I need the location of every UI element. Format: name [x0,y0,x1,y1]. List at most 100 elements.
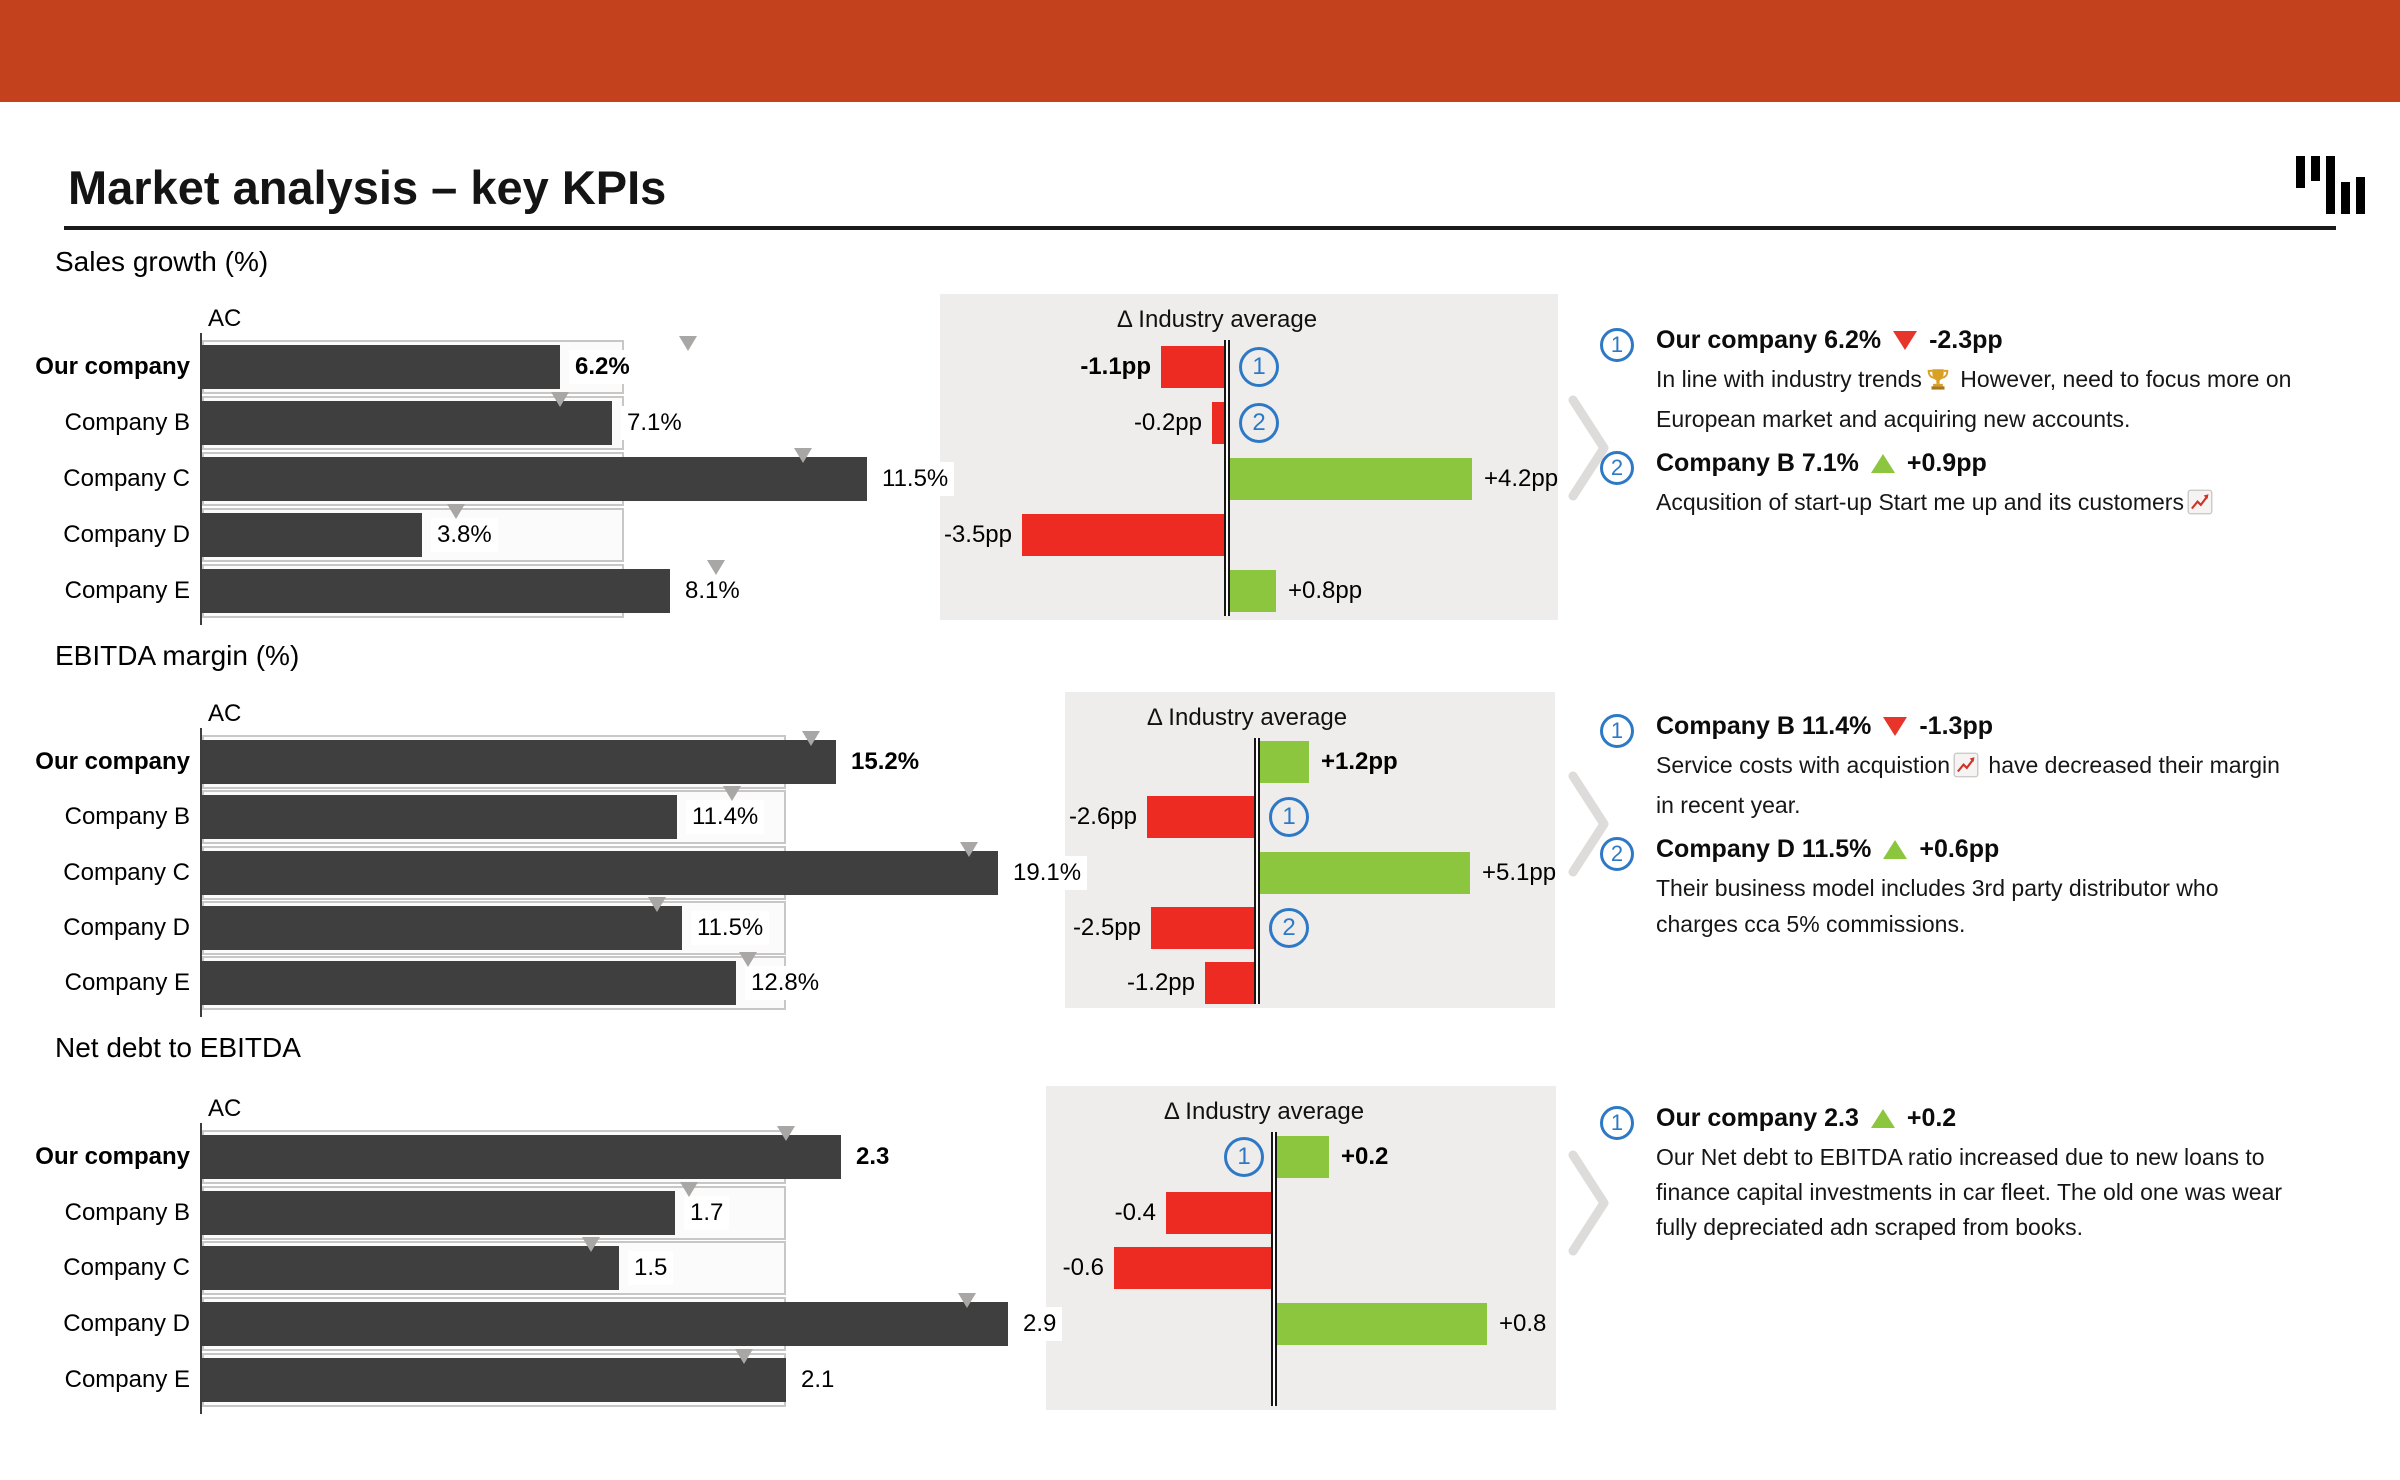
ac-axis-label: AC [208,305,242,332]
section-title-ebitda-margin: EBITDA margin (%) [55,640,300,671]
prior-year-marker [707,560,725,575]
section-title-net-debt: Net debt to EBITDA [55,1032,301,1063]
delta-bar-positive [1277,1303,1487,1345]
callout-number: 1 [1239,347,1279,387]
category-label: Company D [63,914,190,941]
commentary-text: Acqusition of start-up Start me up and i… [1656,489,2184,516]
delta-bar-positive [1230,458,1472,500]
sales-growth-delta-panel: Δ Industry average -1.1pp -0.2pp +4.2pp -3.… [940,294,1558,620]
callout-number: 2 [1239,403,1279,443]
value-label: 2.1 [795,1363,841,1397]
ac-axis-label: AC [208,700,242,727]
category-label: Company D [63,521,190,548]
category-label: Company B [64,1199,190,1226]
value-label: 12.8% [745,966,826,1000]
section-title-sales-growth: Sales growth (%) [55,246,269,277]
category-label: Company D [63,1310,190,1337]
chart-up-icon [1953,752,1979,788]
category-label: Company E [64,969,190,996]
commentary-body: In line with industry trends However, ne… [1656,362,2296,437]
commentary-delta-value: +0.6pp [1919,835,2000,864]
commentary-item: 1 Company B 11.4% -1.3pp Service costs with… [1600,712,2340,823]
value-label: 7.1% [621,406,688,440]
value-label: 8.1% [679,574,746,608]
next-chevron-icon [1568,771,1609,877]
chart-up-icon [2187,489,2213,525]
value-label: 11.5% [691,911,770,945]
commentary-company-value: Company B 7.1% [1656,449,1859,478]
callout-number: 1 [1600,1106,1634,1140]
commentary-body: Service costs with acquistion have decre… [1656,748,2296,823]
commentary-company-value: Our company 6.2% [1656,326,1882,354]
delta-value-label: +0.2 [1341,1143,1389,1170]
prior-year-marker [960,842,978,857]
actual-value-bar [202,740,836,784]
delta-bar-positive [1260,741,1309,783]
prior-year-marker [648,897,666,912]
zero-axis-line [1254,738,1260,1004]
title-rule [64,226,2336,230]
prior-year-marker [739,952,757,967]
commentary-item: 1 Our company 2.3 +0.2 Our Net debt to EBIT… [1600,1104,2340,1246]
logo-bar [2326,156,2335,214]
prior-year-marker [777,1126,795,1141]
commentary-company-value: Our company 2.3 [1656,1104,1859,1132]
prior-year-marker [958,1293,976,1308]
category-label: Company C [63,859,190,886]
commentary-delta-value: -1.3pp [1919,712,1993,740]
zero-axis-line [1224,340,1230,616]
logo-bar [2356,177,2365,214]
delta-value-label: +1.2pp [1321,748,1398,775]
actual-value-bar [202,1246,619,1290]
up-arrow-icon [1870,454,1895,474]
commentary-delta-value: -2.3pp [1929,326,2003,354]
delta-bar-negative [1151,907,1254,949]
top-banner [0,0,2400,102]
actual-value-bar [202,1191,675,1235]
commentary-delta-value: +0.2 [1906,1104,1957,1132]
actual-value-bar [202,1302,1008,1346]
commentary-text: Our Net debt to EBITDA ratio increased d… [1656,1144,2283,1241]
value-label: 1.5 [628,1251,674,1285]
actual-value-bar [202,457,867,501]
actual-value-bar [202,569,670,613]
commentary-delta-value: +0.9pp [1906,449,1987,478]
down-arrow-icon [1893,331,1918,350]
delta-value-label: -0.2pp [1133,409,1202,436]
ebitda-margin-delta-panel: Δ Industry average +1.2pp -2.6pp +5.1pp -2.… [1065,692,1557,1008]
commentary-text: However, need to focus more on European … [1656,366,2292,433]
delta-bar-negative [1166,1192,1271,1234]
prior-year-marker [723,786,741,801]
delta-panel-title: Δ Industry average [1163,1098,1365,1125]
delta-value-label: -3.5pp [943,521,1012,548]
delta-value-label: +5.1pp [1482,859,1557,886]
delta-panel-title: Δ Industry average [1116,306,1318,333]
ebitda-margin-commentary: 1 Company B 11.4% -1.3pp Service costs with… [1600,712,2340,954]
logo-bar [2296,156,2305,188]
delta-panel-title: Δ Industry average [1146,704,1348,731]
value-label: 19.1% [1007,856,1088,890]
net-debt-delta-panel: Δ Industry average +0.2 -0.4 -0.6 +0.8 1 [1046,1086,1556,1410]
delta-value-label: +4.2pp [1484,465,1559,492]
delta-value-label: +0.8 [1499,1310,1547,1337]
prior-year-marker [794,448,812,463]
commentary-headline: Our company 6.2% -2.3pp [1656,326,2296,355]
actual-value-bar [202,906,682,950]
value-label: 6.2% [569,350,636,384]
up-arrow-icon [1883,840,1908,860]
prior-year-marker [582,1237,600,1252]
net-debt-commentary: 1 Our company 2.3 +0.2 Our Net debt to EBIT… [1600,1104,2340,1258]
delta-bar-positive [1277,1136,1329,1178]
value-label: 3.8% [431,518,498,552]
delta-value-label: +0.8pp [1288,577,1363,604]
prior-year-marker [802,731,820,746]
commentary-item: 2 Company D 11.5% +0.6pp Their business mod… [1600,835,2340,941]
category-label: Company B [64,409,190,436]
delta-value-label: -0.4 [1114,1199,1156,1226]
actual-value-bar [202,345,560,389]
callout-number: 2 [1600,837,1634,872]
commentary-company-value: Company B 11.4% [1656,712,1872,740]
delta-bar-negative [1147,796,1254,838]
category-label: Our company [35,748,190,775]
